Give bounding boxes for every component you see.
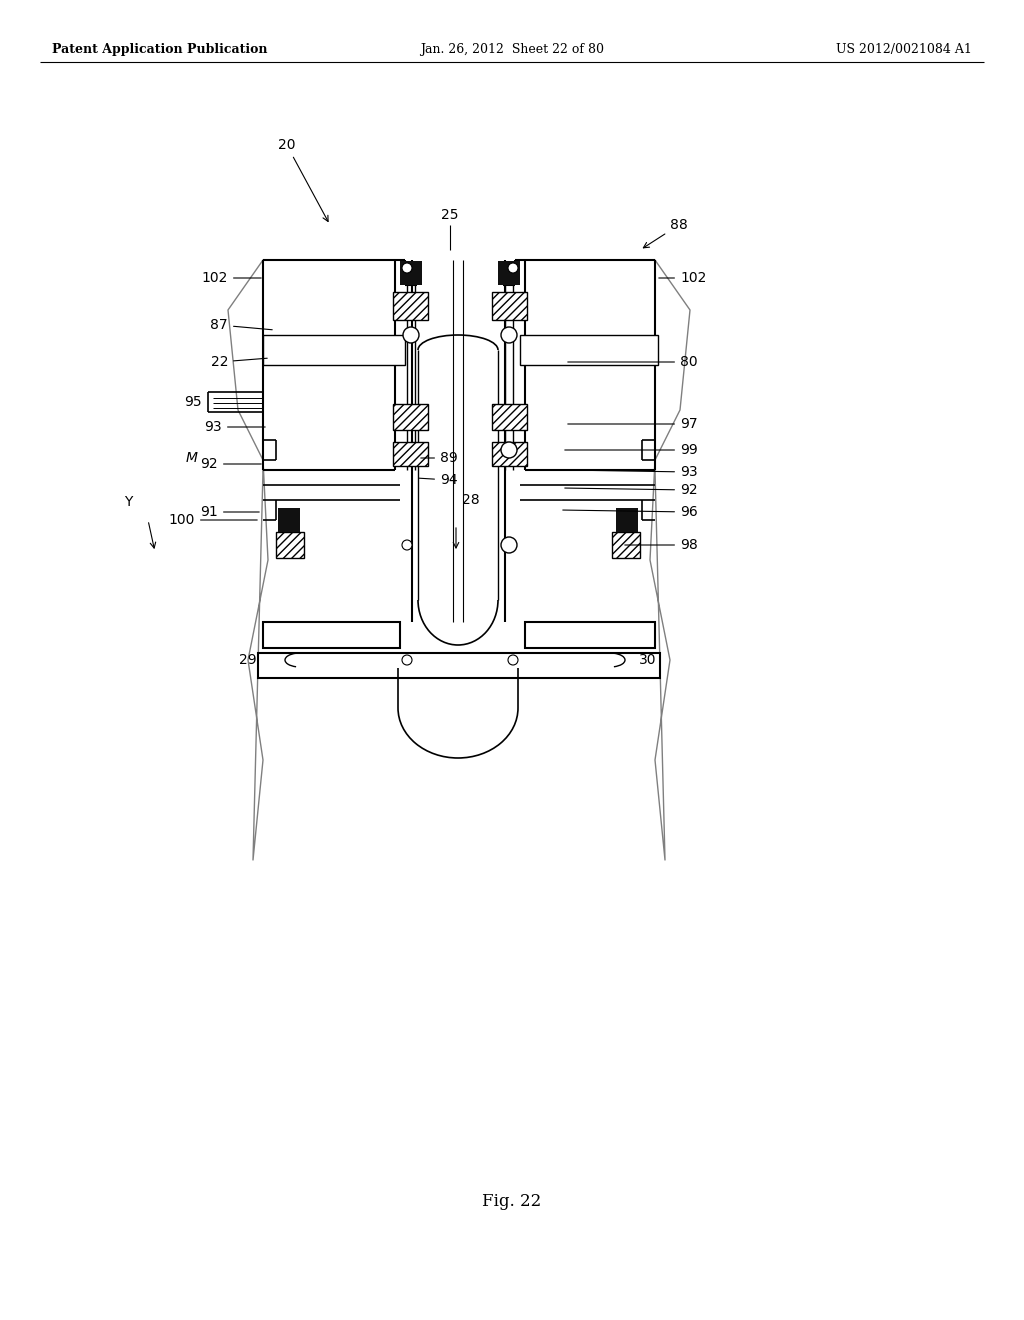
Circle shape (501, 537, 517, 553)
Text: M: M (186, 451, 198, 465)
Circle shape (402, 540, 412, 550)
Bar (393, 292, 428, 319)
Circle shape (403, 327, 419, 343)
Bar (278, 508, 300, 532)
Bar (498, 261, 520, 285)
Circle shape (508, 263, 518, 273)
Text: Y: Y (124, 495, 132, 510)
Text: 99: 99 (565, 444, 697, 457)
Text: 93: 93 (205, 420, 265, 434)
Circle shape (508, 655, 518, 665)
Text: 28: 28 (462, 492, 479, 507)
Text: 98: 98 (625, 539, 697, 552)
Text: 29: 29 (240, 653, 257, 667)
Text: 94: 94 (419, 473, 458, 487)
Bar (492, 292, 527, 319)
Text: Fig. 22: Fig. 22 (482, 1193, 542, 1210)
Text: 102: 102 (658, 271, 707, 285)
Bar (258, 653, 660, 678)
Circle shape (402, 263, 412, 273)
Text: Jan. 26, 2012  Sheet 22 of 80: Jan. 26, 2012 Sheet 22 of 80 (420, 44, 604, 57)
Circle shape (501, 327, 517, 343)
Bar (492, 442, 527, 466)
Circle shape (402, 655, 412, 665)
Text: 25: 25 (441, 209, 459, 222)
Bar (276, 532, 304, 558)
Text: 100: 100 (169, 513, 257, 527)
Bar (263, 622, 400, 648)
Text: 93: 93 (567, 465, 697, 479)
Bar (393, 442, 428, 466)
Text: 96: 96 (563, 506, 697, 519)
Text: 22: 22 (211, 355, 267, 370)
Text: 80: 80 (567, 355, 697, 370)
Text: Patent Application Publication: Patent Application Publication (52, 44, 267, 57)
Text: 91: 91 (201, 506, 259, 519)
Text: 95: 95 (184, 395, 202, 409)
Text: 88: 88 (643, 218, 688, 248)
Circle shape (501, 442, 517, 458)
Bar (616, 508, 638, 532)
Bar (525, 622, 655, 648)
Text: 97: 97 (567, 417, 697, 432)
Bar (393, 404, 428, 430)
Text: 92: 92 (201, 457, 261, 471)
Text: 102: 102 (202, 271, 261, 285)
Bar (520, 335, 658, 366)
Text: 20: 20 (278, 139, 328, 222)
Bar (263, 335, 406, 366)
Text: 30: 30 (639, 653, 656, 667)
Text: 87: 87 (210, 318, 272, 333)
Text: US 2012/0021084 A1: US 2012/0021084 A1 (837, 44, 972, 57)
Bar (400, 261, 422, 285)
Bar (612, 532, 640, 558)
Text: 89: 89 (421, 451, 458, 465)
Bar (492, 404, 527, 430)
Text: 92: 92 (565, 483, 697, 498)
